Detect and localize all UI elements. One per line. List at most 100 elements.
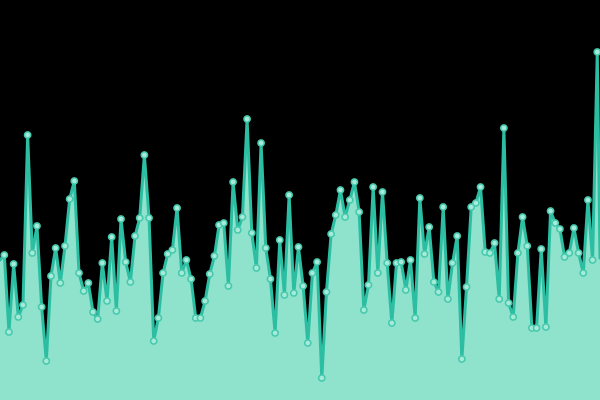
marker-group xyxy=(0,48,600,382)
data-point-marker xyxy=(177,269,186,277)
data-point-marker xyxy=(546,207,555,215)
data-point-marker xyxy=(383,259,392,267)
data-point-marker xyxy=(224,282,233,290)
data-point-marker xyxy=(350,178,359,186)
data-point-marker xyxy=(61,242,69,250)
data-point-marker xyxy=(434,288,443,296)
data-point-marker xyxy=(476,183,485,191)
data-point-marker xyxy=(33,222,41,230)
data-point-marker xyxy=(140,151,149,159)
data-point-marker xyxy=(373,269,382,277)
data-point-marker xyxy=(182,256,191,264)
data-point-marker xyxy=(56,279,65,287)
data-point-marker xyxy=(112,307,121,315)
data-point-marker xyxy=(429,278,438,286)
data-point-marker xyxy=(303,339,312,347)
data-point-marker xyxy=(387,319,396,327)
data-point-marker xyxy=(149,337,158,345)
data-point-marker xyxy=(457,355,466,363)
data-point-marker xyxy=(369,183,378,191)
data-point-marker xyxy=(173,204,181,212)
data-point-marker xyxy=(574,249,583,257)
data-point-marker xyxy=(308,269,317,277)
data-point-marker xyxy=(154,314,163,322)
data-point-marker xyxy=(243,115,251,123)
data-point-marker xyxy=(42,357,51,365)
data-point-marker xyxy=(570,224,578,232)
data-point-marker xyxy=(219,219,228,227)
data-point-marker xyxy=(28,249,37,257)
data-point-marker xyxy=(89,308,97,316)
data-point-marker xyxy=(37,303,46,311)
data-point-marker xyxy=(210,252,219,260)
data-point-marker xyxy=(289,289,298,297)
data-point-marker xyxy=(448,259,457,267)
data-point-marker xyxy=(443,295,452,303)
data-point-marker xyxy=(117,215,125,223)
data-point-marker xyxy=(14,313,23,321)
data-point-marker xyxy=(345,196,354,204)
data-point-marker xyxy=(411,314,420,322)
data-point-marker xyxy=(261,244,270,252)
data-point-marker xyxy=(135,214,144,222)
data-point-marker xyxy=(593,48,600,56)
data-point-marker xyxy=(201,297,209,305)
data-point-marker xyxy=(523,242,532,250)
data-point-marker xyxy=(23,131,32,139)
data-point-marker xyxy=(9,260,18,268)
data-point-marker xyxy=(70,177,79,185)
data-point-marker xyxy=(159,269,167,277)
data-point-marker xyxy=(322,288,331,296)
data-point-marker xyxy=(121,258,130,266)
data-point-marker xyxy=(532,324,541,332)
data-point-marker xyxy=(247,229,256,237)
data-point-marker xyxy=(355,208,364,216)
data-point-marker xyxy=(0,251,9,259)
data-point-marker xyxy=(420,250,429,258)
data-point-marker xyxy=(537,245,546,253)
data-point-marker xyxy=(79,287,88,295)
data-point-marker xyxy=(499,124,508,132)
data-point-marker xyxy=(462,283,471,291)
area-fill xyxy=(0,52,600,400)
data-point-marker xyxy=(299,282,308,290)
data-point-marker xyxy=(364,281,373,289)
data-point-marker xyxy=(495,295,504,303)
data-point-marker xyxy=(490,239,499,247)
data-point-marker xyxy=(513,249,522,257)
data-point-marker xyxy=(47,272,55,280)
data-point-marker xyxy=(565,249,574,257)
data-point-marker xyxy=(51,244,60,252)
data-point-marker xyxy=(453,232,462,240)
data-point-marker xyxy=(406,256,415,264)
data-point-marker xyxy=(75,269,83,277)
data-point-marker xyxy=(336,186,345,194)
data-point-marker xyxy=(98,259,107,267)
data-point-marker xyxy=(341,213,350,221)
data-point-marker xyxy=(233,226,242,234)
data-point-marker xyxy=(313,258,322,266)
data-point-marker xyxy=(331,211,340,219)
data-point-marker xyxy=(401,286,410,294)
data-point-marker xyxy=(504,299,513,307)
data-point-marker xyxy=(131,232,139,240)
data-point-marker xyxy=(584,196,592,204)
data-point-marker xyxy=(19,301,27,309)
data-point-marker xyxy=(65,195,74,203)
data-point-marker xyxy=(588,256,597,264)
data-point-marker xyxy=(196,314,205,322)
data-point-marker xyxy=(471,199,480,207)
data-point-marker xyxy=(229,178,237,186)
data-point-marker xyxy=(275,236,284,244)
line-series xyxy=(0,50,600,380)
data-point-marker xyxy=(560,253,569,261)
data-point-marker xyxy=(107,233,116,241)
data-point-marker xyxy=(145,214,153,222)
data-point-marker xyxy=(485,249,494,257)
data-point-marker xyxy=(93,315,102,323)
data-point-marker xyxy=(556,225,564,233)
data-point-marker xyxy=(280,291,289,299)
data-point-marker xyxy=(425,223,434,231)
data-point-marker xyxy=(266,275,275,283)
